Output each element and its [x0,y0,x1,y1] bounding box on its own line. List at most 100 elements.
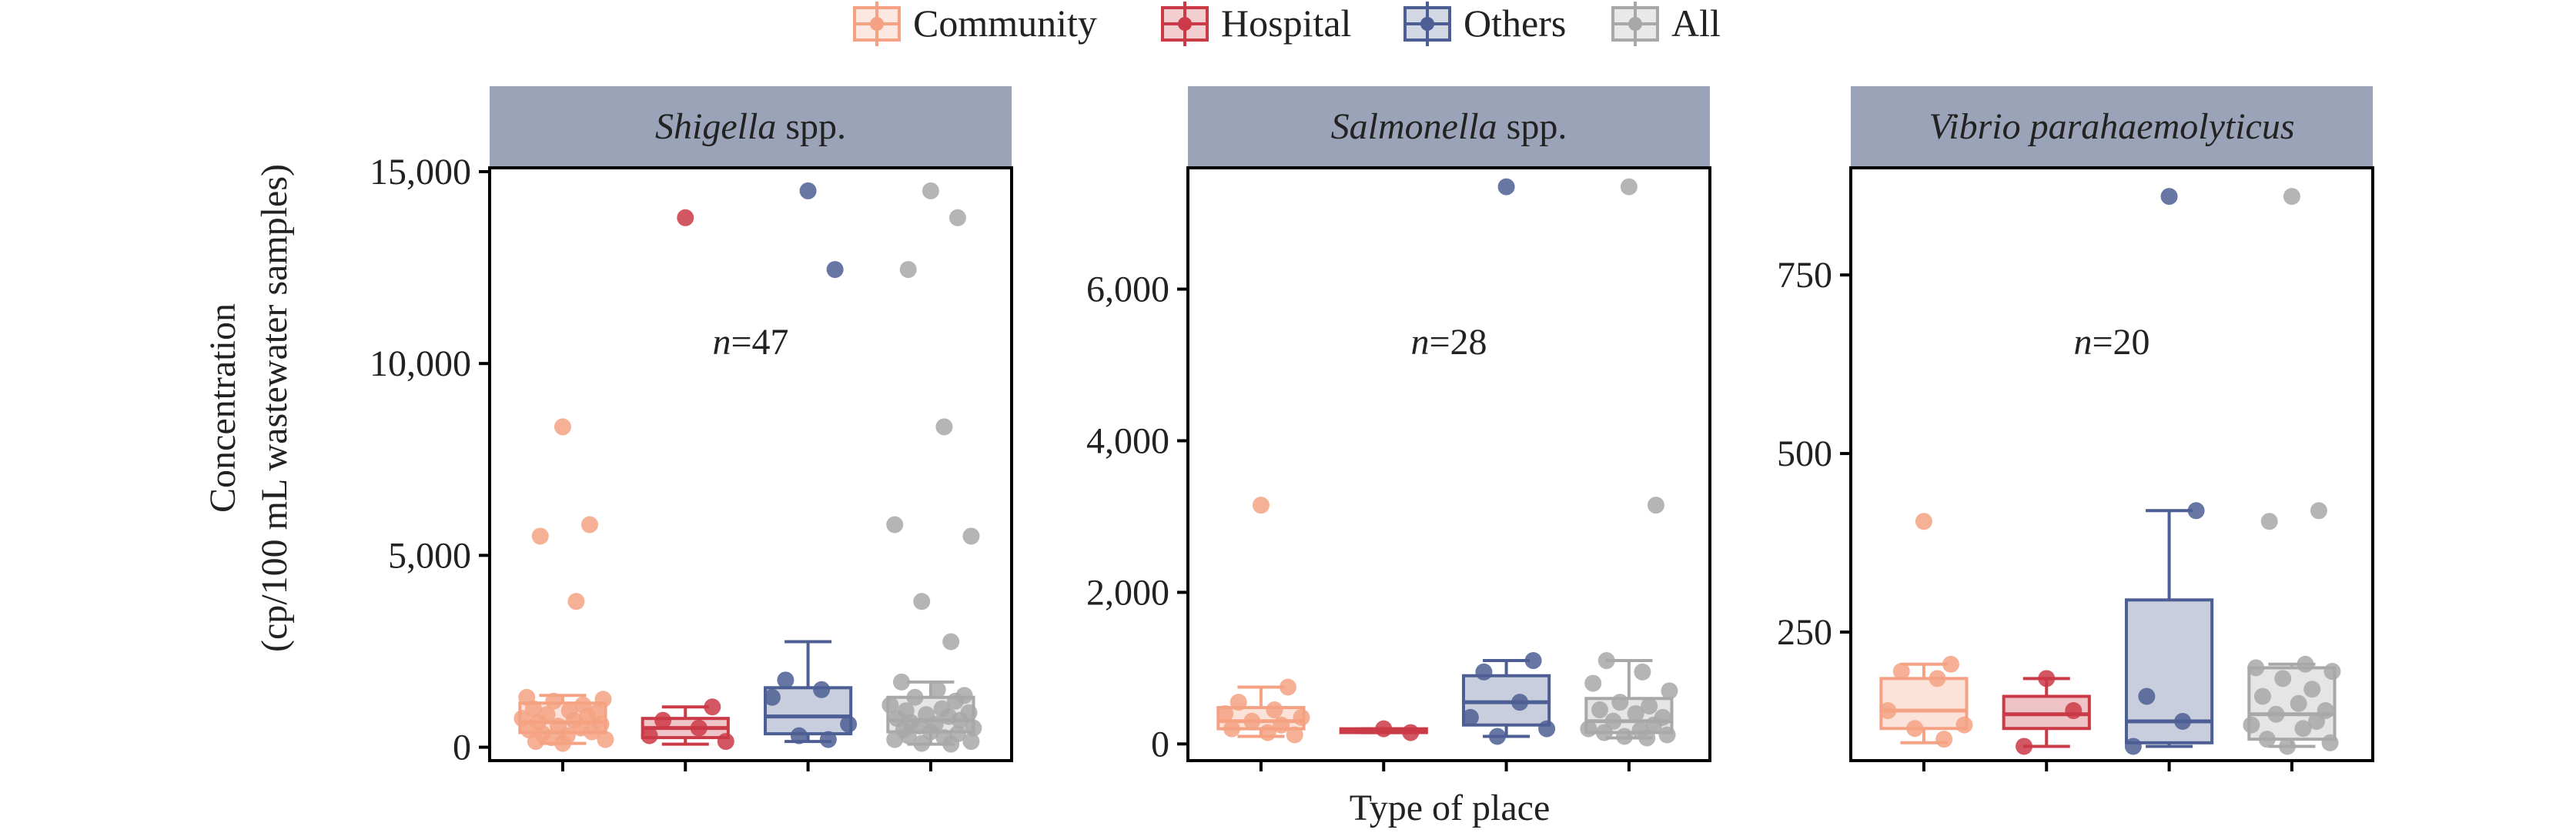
data-point [2290,694,2307,712]
legend-label: Community [913,2,1097,45]
legend-swatch-dot [1178,17,1192,31]
data-point [2283,188,2300,206]
legend-item-all: All [1611,2,1721,46]
legend-label: Hospital [1221,2,1351,45]
legend-swatch-dot [1420,17,1434,31]
data-point [1634,663,1651,681]
data-point [531,527,549,545]
data-point [2160,188,2178,206]
data-point [1580,720,1597,738]
legend-label: Others [1464,2,1566,45]
legend-swatch-dot [1628,17,1642,31]
data-point [1475,663,1493,681]
legend-label: All [1671,2,1721,45]
data-point [1252,497,1270,514]
data-point [2274,670,2292,687]
plot-frame [1849,166,2374,762]
data-point [567,593,585,611]
data-point [892,673,910,691]
data-point [2303,681,2321,698]
y-tick-label: 5,000 [388,535,471,576]
y-axis-title-line1: Concentration [202,303,243,513]
data-point [1906,720,1924,738]
strip-label: Shigella spp. [655,106,846,147]
data-point [2174,712,2192,730]
box-group-all [1580,178,1678,771]
y-tick-label: 500 [1777,433,1832,474]
box-group-all [882,182,982,771]
data-point [1591,701,1608,719]
box-group-others [1461,178,1556,771]
data-point [704,698,721,716]
data-point [763,688,781,706]
data-point [2124,738,2142,755]
box-group-others [763,182,858,771]
y-tick-label: 250 [1777,612,1832,653]
data-point [886,731,904,748]
y-tick-label: 4,000 [1086,420,1169,461]
data-point [1243,712,1261,730]
data-point [2294,720,2312,738]
data-point [1638,729,1656,747]
strip-label: Salmonella spp. [1331,106,1567,147]
panels: Shigella spp. 0 5,000 10,000 15,000 n=47 Salmo… [370,86,2374,771]
data-point [594,691,612,708]
data-point [1597,652,1615,670]
data-point [1279,678,1296,696]
data-point [677,209,694,226]
n-label: n=47 [712,322,788,363]
panel-vibrio-parahaemolyticus: Vibrio parahaemolyticus 250 500 750 n=20 [1777,86,2374,771]
y-axis-title-line2: (cp/100 mL wastewater samples) [254,164,295,652]
data-point [1641,698,1658,715]
data-point [813,681,831,698]
data-point [1375,720,1393,738]
data-point [928,681,946,698]
data-point [554,418,571,436]
data-point [819,731,837,748]
data-point [2279,738,2297,755]
data-point [2247,659,2265,677]
data-point [777,671,795,689]
data-point [826,261,844,279]
data-point [2187,502,2205,520]
data-point [948,209,966,226]
legend-item-others: Others [1403,2,1566,46]
data-point [1647,497,1664,514]
data-point [840,715,858,733]
data-point [1524,652,1542,670]
data-point [690,719,708,737]
y-tick-label: 0 [1151,724,1169,764]
data-point [1293,708,1310,726]
data-point [913,734,931,752]
data-point [1259,724,1276,741]
data-point [1497,178,1515,196]
data-point [1645,716,1663,734]
data-point [899,727,917,744]
data-point [2321,734,2339,751]
data-point [597,731,614,748]
box [2124,598,2214,744]
data-point [1955,716,1973,734]
data-point [1402,724,1420,741]
data-point [717,733,734,751]
data-point [2323,663,2341,681]
data-point [1942,655,1959,673]
data-point [942,633,960,651]
legend-item-hospital: Hospital [1161,2,1351,46]
strip-header [1188,86,1710,168]
data-point [580,516,598,534]
data-point [1661,682,1678,700]
data-point [882,696,899,714]
panel-shigella: Shigella spp. 0 5,000 10,000 15,000 n=47 [370,86,1013,771]
data-point [906,688,924,706]
data-point [1658,726,1676,744]
data-point [524,700,542,718]
data-point [1879,702,1897,720]
box-group-all [2243,188,2341,771]
data-point [942,735,960,753]
data-point [583,723,601,741]
strip-header [1851,86,2373,168]
data-point [1223,720,1240,738]
y-tick-label: 15,000 [370,152,471,192]
